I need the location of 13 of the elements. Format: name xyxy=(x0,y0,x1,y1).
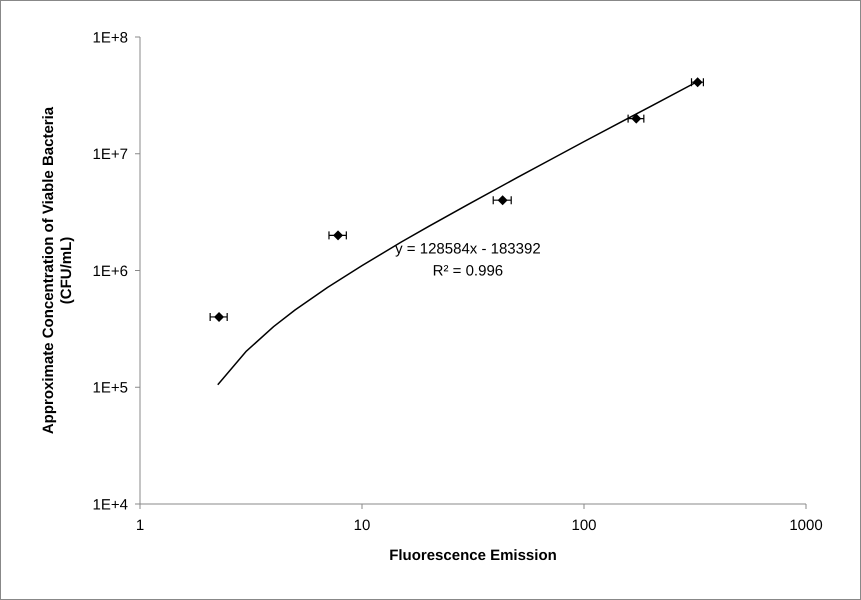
x-tick-label: 10 xyxy=(354,517,370,534)
x-tick-label: 1000 xyxy=(789,517,823,534)
x-tick-label: 100 xyxy=(571,517,597,534)
y-tick-label: 1E+6 xyxy=(92,262,128,280)
x-tick-label: 1 xyxy=(136,517,144,534)
annotation: R² = 0.996 xyxy=(432,262,504,280)
y-tick-label: 1E+7 xyxy=(92,146,128,163)
y-tick-label: 1E+4 xyxy=(92,496,128,514)
y-tick-label: 1E+8 xyxy=(92,29,128,46)
x-axis-title: Fluorescence Emission xyxy=(389,547,557,564)
y-axis-title: Approximate Concentration of Viable Bacteria (CFU/mL) xyxy=(40,106,75,434)
annotation: y = 128584x - 183392 xyxy=(395,240,541,258)
y-tick-label: 1E+5 xyxy=(92,380,128,396)
